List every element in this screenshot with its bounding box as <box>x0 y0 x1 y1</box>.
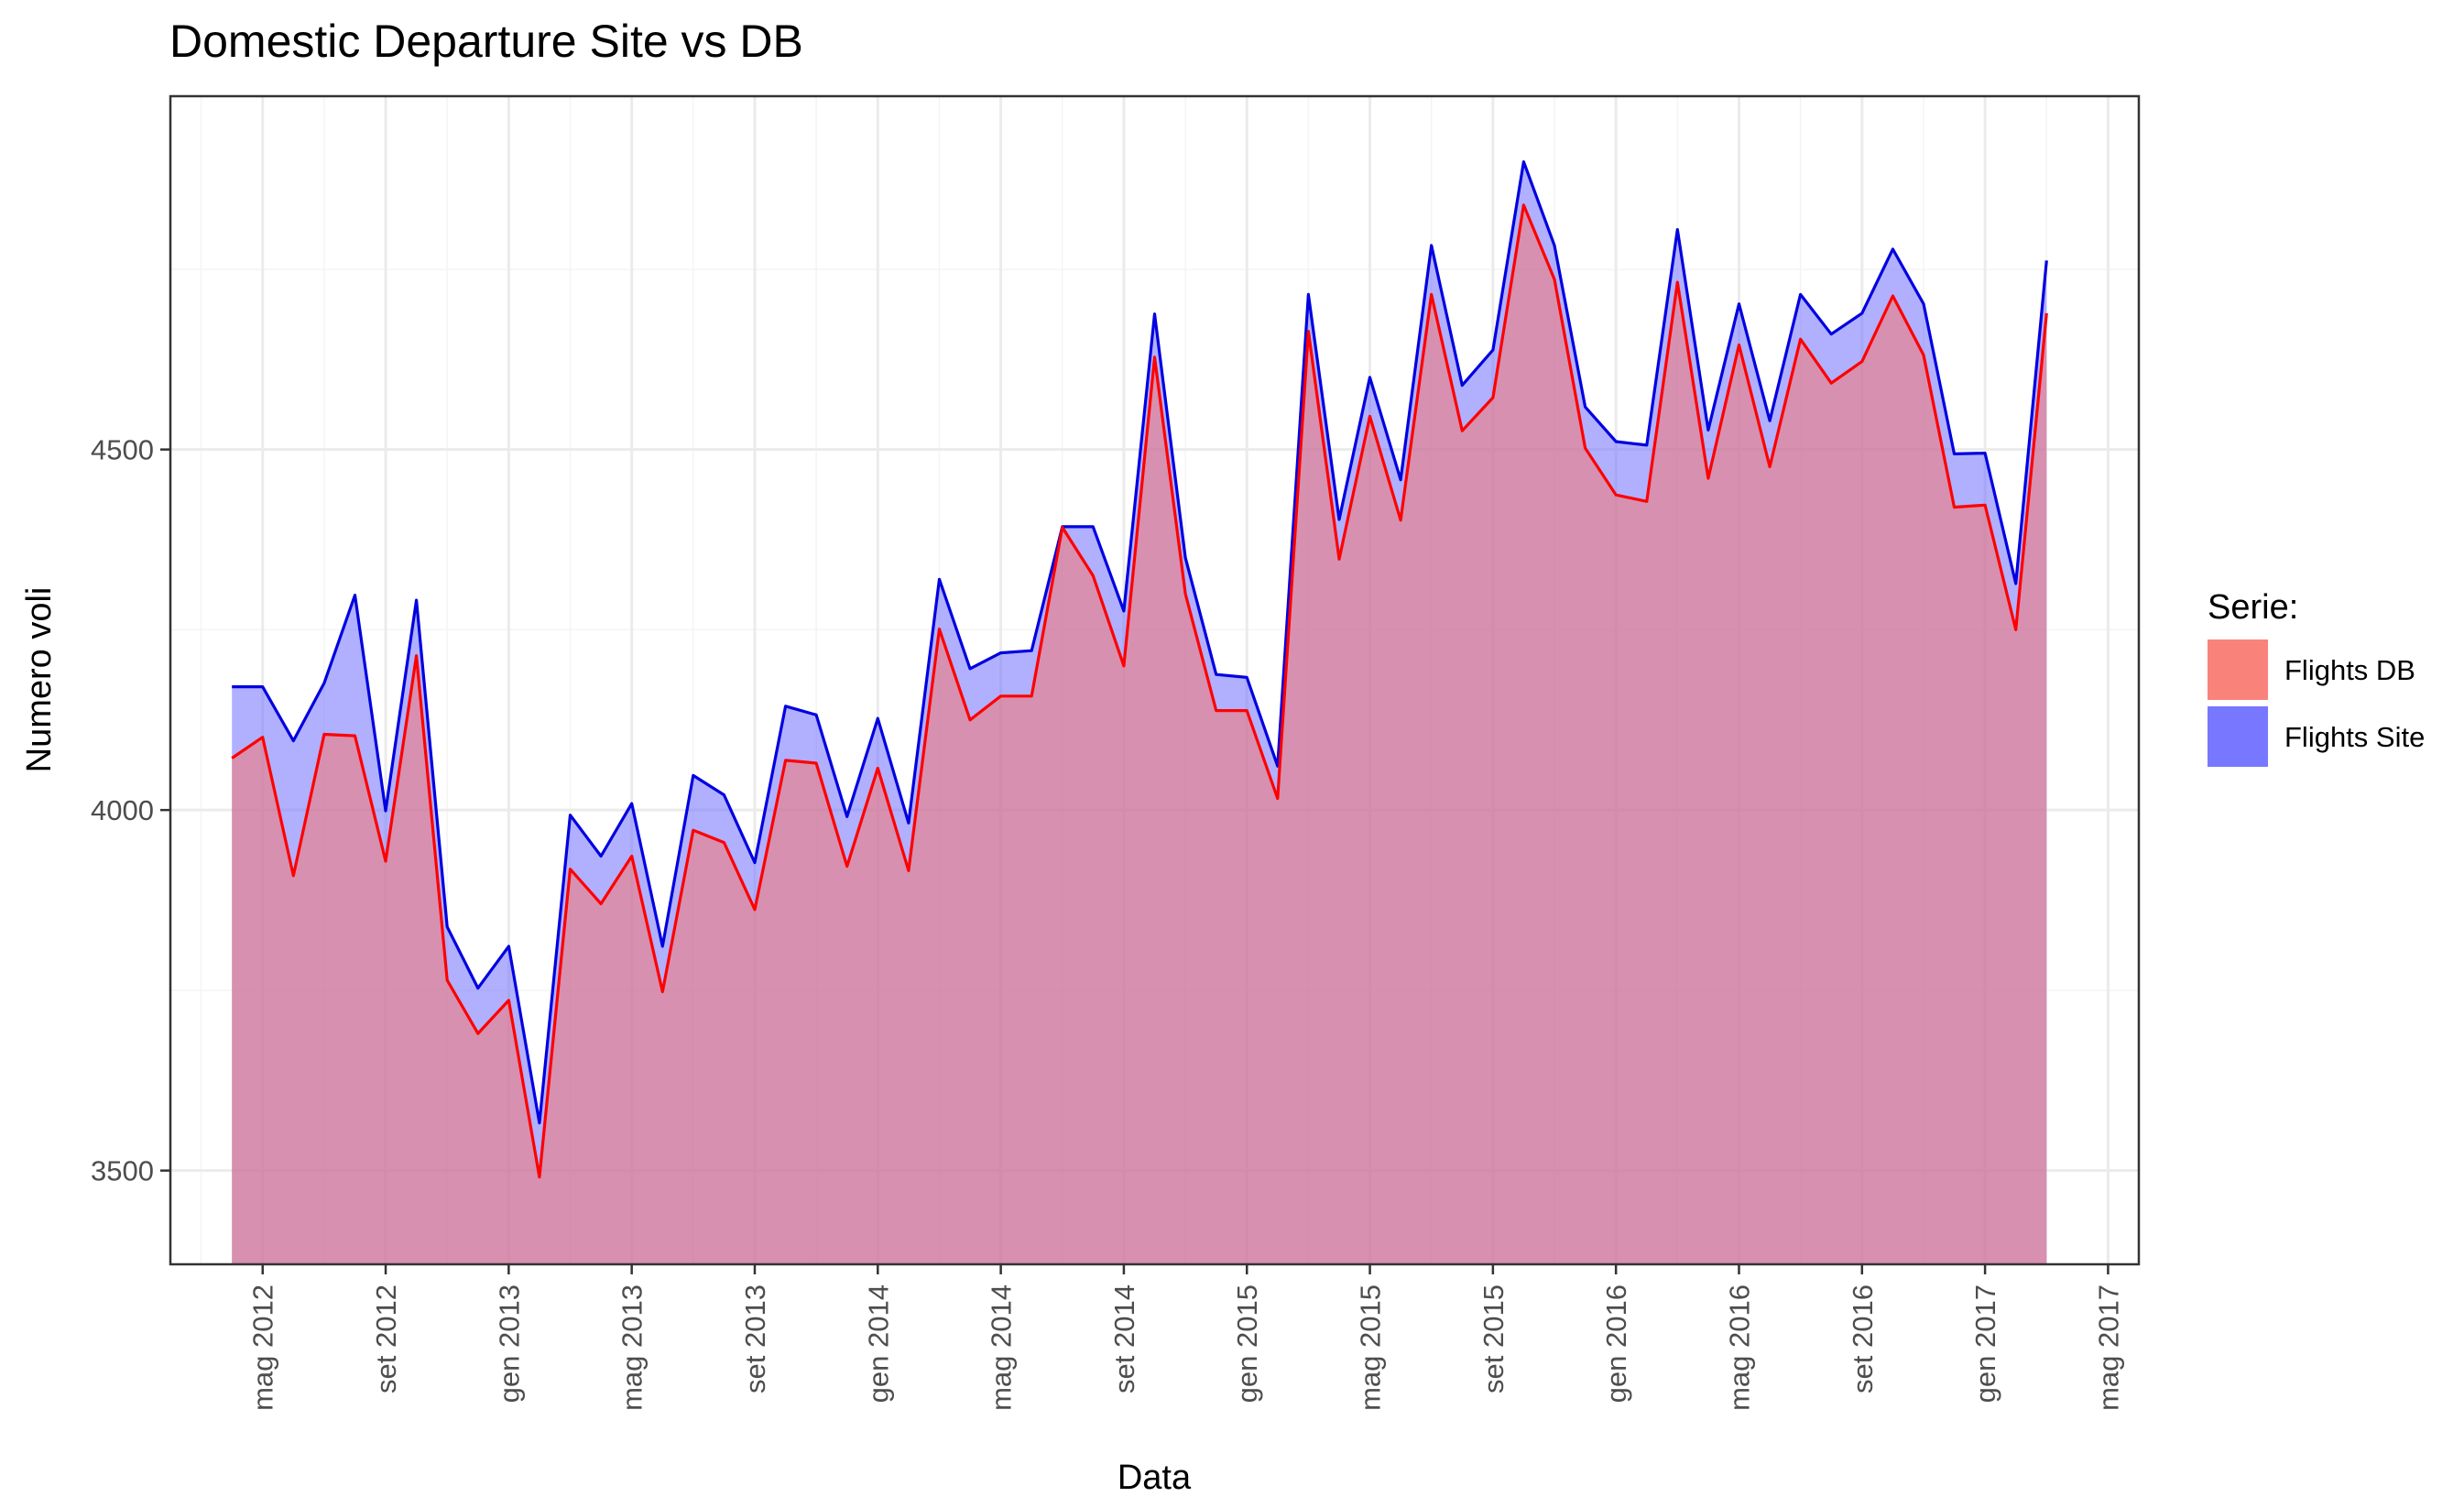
x-axis-title: Data <box>1118 1459 1192 1497</box>
x-tick-label: gen 2016 <box>1600 1284 1632 1403</box>
area-flights-db <box>232 204 2047 1264</box>
legend-label: Flights DB <box>2284 654 2415 686</box>
x-axis: mag 2012 set 2012 gen 2013 mag 2013 set 2013… <box>247 1264 2124 1411</box>
x-tick-label: set 2014 <box>1108 1284 1140 1393</box>
area-layer <box>232 161 2047 1265</box>
x-tick-label: mag 2012 <box>247 1284 279 1411</box>
legend-title: Serie: <box>2208 588 2298 627</box>
y-axis-title: Numero voli <box>20 587 59 773</box>
x-tick-label: gen 2015 <box>1231 1284 1263 1403</box>
x-tick-label: mag 2017 <box>2092 1284 2124 1411</box>
x-tick-label: set 2012 <box>370 1284 402 1393</box>
x-tick-label: mag 2016 <box>1723 1284 1755 1411</box>
legend-key-flights-site <box>2208 706 2268 767</box>
line-layer <box>231 160 2048 1179</box>
x-tick-label: mag 2013 <box>616 1284 649 1411</box>
y-tick-label: 4500 <box>91 434 154 466</box>
y-tick-label: 4000 <box>91 794 154 826</box>
x-tick-label: gen 2014 <box>862 1284 894 1403</box>
y-tick-label: 3500 <box>91 1155 154 1187</box>
line-flights-site <box>232 160 2048 1125</box>
x-tick-label: gen 2017 <box>1969 1284 2001 1403</box>
x-tick-label: mag 2015 <box>1355 1284 1387 1411</box>
x-tick-label: set 2013 <box>739 1284 771 1393</box>
legend-label: Flights Site <box>2284 721 2425 753</box>
x-tick-label: set 2016 <box>1847 1284 1879 1393</box>
chart-title: Domestic Departure Site vs DB <box>169 16 803 67</box>
y-axis: 3500 4000 4500 <box>91 434 170 1187</box>
line-flights-db <box>231 203 2048 1179</box>
legend: Serie: Flights DB Flights Site <box>2208 588 2425 767</box>
x-tick-label: set 2015 <box>1477 1284 1510 1393</box>
plot-border <box>169 94 2141 1266</box>
legend-key-flights-db <box>2208 639 2268 700</box>
x-tick-label: mag 2014 <box>986 1284 1018 1411</box>
x-tick-label: gen 2013 <box>493 1284 525 1403</box>
